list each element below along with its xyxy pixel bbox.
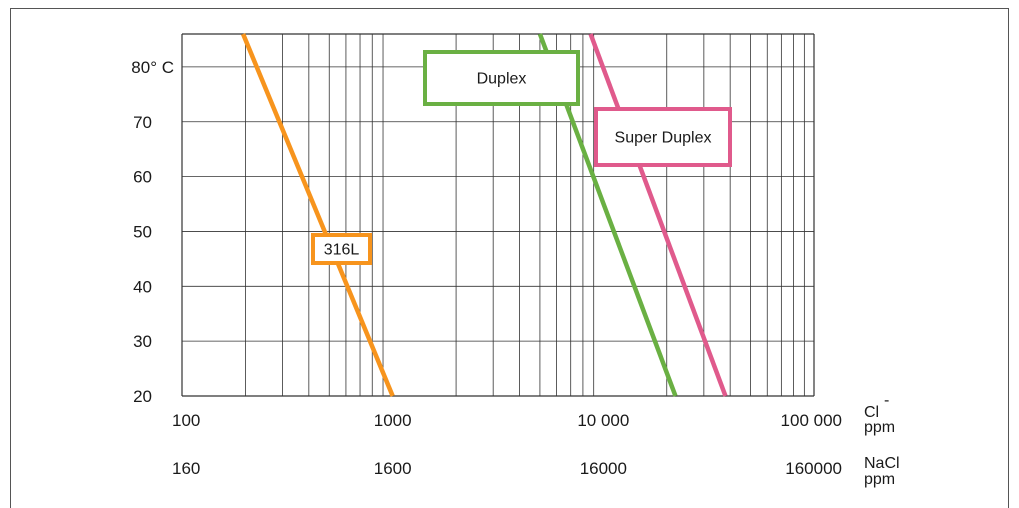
x-tick-label-nacl: 16000 [580,459,627,478]
y-axis-ticks: 20 30 40 50 60 70 80° C [131,58,174,406]
cl-unit-name: Cl [864,404,879,421]
x-tick-label-cl: 1000 [374,411,412,430]
chart-frame [10,8,1009,508]
x-tick-label-cl: 100 000 [781,411,842,430]
nacl-unit-ppm: ppm [864,471,895,488]
y-tick-label: 30 [133,332,152,351]
series-labels: 316L Duplex Super Duplex [311,50,732,265]
x-axis-ticks: 100 160 1000 1600 10 000 16000 100 000 160000 [172,411,842,478]
series-line-316l [241,33,395,397]
y-tick-label: 80° C [131,58,174,77]
series-line-super-duplex [588,33,728,397]
chloride-temperature-chart: 20 30 40 50 60 70 80° C 100 160 1000 1600 10 000 16… [131,33,900,488]
y-tick-label: 50 [133,222,152,241]
series-label-super-duplex: Super Duplex [615,130,712,147]
x-tick-label-cl: 100 [172,411,200,430]
series-label-box-316l [311,233,372,265]
cl-unit-ppm: ppm [864,419,895,436]
y-tick-label: 70 [133,113,152,132]
nacl-unit-name: NaCl [864,455,900,472]
series-label-box-super-duplex [594,107,732,167]
y-tick-label: 20 [133,387,152,406]
x-tick-label-cl: 10 000 [577,411,629,430]
cl-unit-label: Cl - ppm [864,392,895,436]
series-label-box-duplex [423,50,580,106]
series-label-duplex: Duplex [477,71,527,88]
nacl-unit-label: NaCl ppm [864,455,900,488]
series-label-316l: 316L [324,241,360,258]
x-tick-label-nacl: 160 [172,459,200,478]
y-tick-label: 60 [133,168,152,187]
x-tick-label-nacl: 160000 [785,459,842,478]
cl-unit-sup: - [884,392,889,409]
y-tick-label: 40 [133,277,152,296]
x-tick-label-nacl: 1600 [374,459,412,478]
